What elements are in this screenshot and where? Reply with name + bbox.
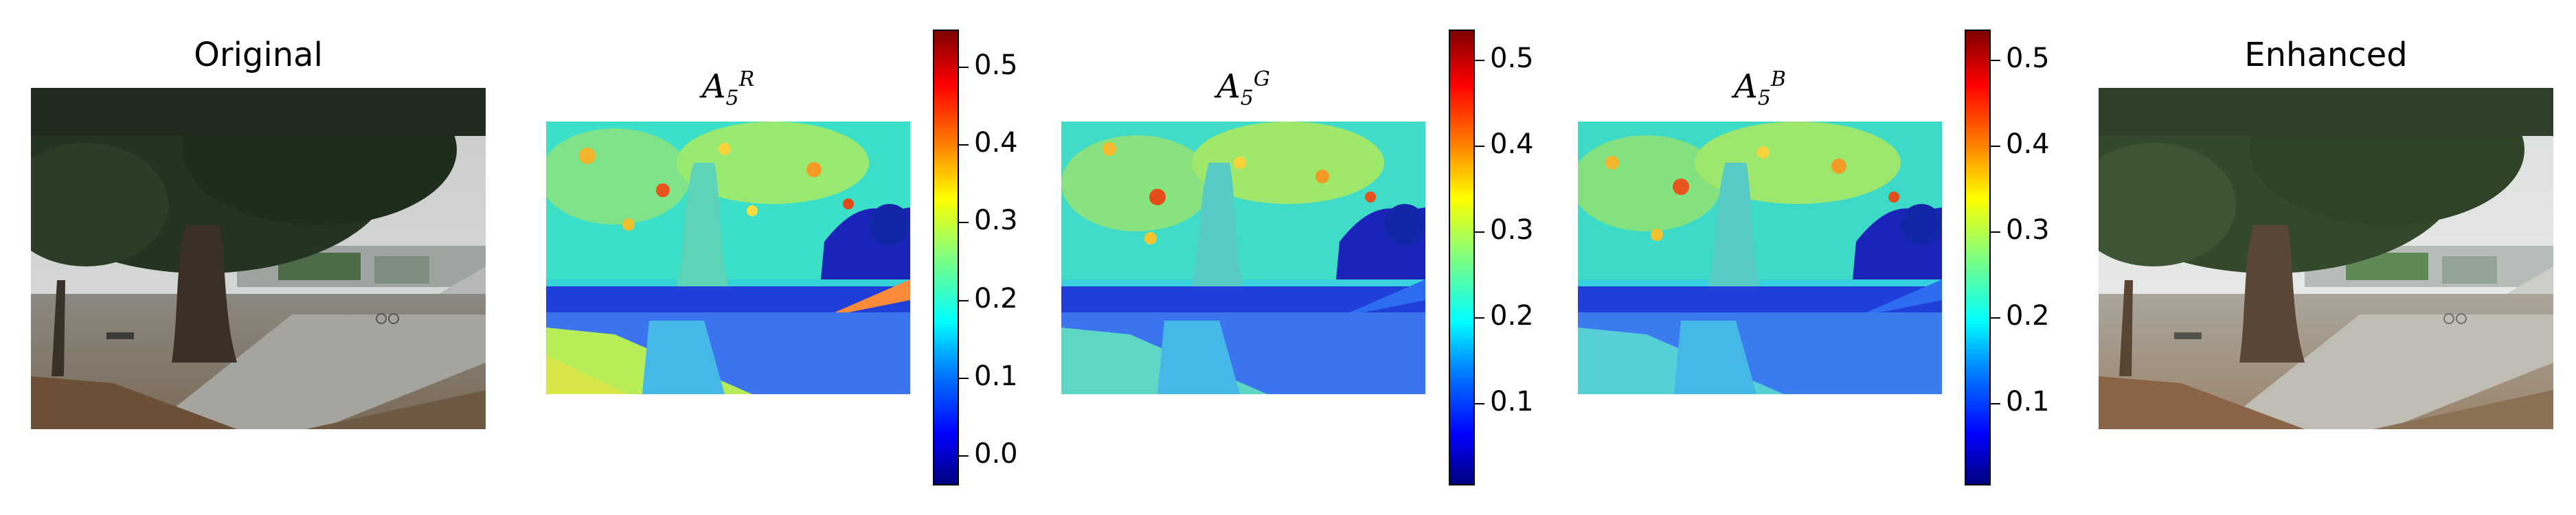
a5b-tick-2 <box>1991 231 2000 233</box>
a5b-tick-3 <box>1991 317 2000 319</box>
a5r-tick-2 <box>959 222 969 223</box>
a5b-tick-1 <box>1991 146 2000 147</box>
a5r-ticklabel-1: 0.4 <box>974 127 1018 159</box>
a5b-ticklabel-3: 0.2 <box>2006 300 2050 332</box>
a5g-subscript: 5 <box>1240 86 1254 111</box>
a5r-tick-1 <box>959 144 969 146</box>
a5b-heatmap <box>1578 122 1942 394</box>
a5r-tick-4 <box>959 378 969 379</box>
a5b-ticklabel-0: 0.5 <box>2006 43 2050 74</box>
a5g-tick-3 <box>1475 317 1484 319</box>
a5g-tick-2 <box>1475 231 1484 233</box>
a5b-tick-4 <box>1991 403 2000 404</box>
a5g-colorbar <box>1449 30 1475 485</box>
a5r-tick-5 <box>959 455 969 457</box>
a5r-tick-0 <box>959 67 969 68</box>
a5r-tick-3 <box>959 300 969 301</box>
a5b-superscript: B <box>1770 67 1786 91</box>
a5r-ticklabel-5: 0.0 <box>974 438 1018 470</box>
original-title: Original <box>194 36 323 74</box>
a5r-heatmap-image <box>546 122 910 394</box>
original-photo <box>31 88 486 429</box>
a5r-ticklabel-2: 0.3 <box>974 205 1018 236</box>
a5g-ticklabel-4: 0.1 <box>1490 386 1534 417</box>
a5r-ticklabel-4: 0.1 <box>974 360 1018 392</box>
a5b-tick-0 <box>1991 60 2000 61</box>
original-photo-image <box>31 88 486 429</box>
enhanced-photo <box>2099 88 2553 429</box>
a5r-symbol: A <box>701 67 726 106</box>
a5b-ticklabel-2: 0.3 <box>2006 214 2050 246</box>
a5b-title: A5B <box>1578 67 1942 108</box>
a5r-subscript: 5 <box>725 86 739 111</box>
a5g-tick-0 <box>1475 60 1484 61</box>
a5b-colorbar <box>1965 30 1991 485</box>
enhanced-photo-image <box>2099 88 2553 429</box>
a5g-ticklabel-3: 0.2 <box>1490 300 1534 332</box>
a5b-symbol: A <box>1734 67 1758 106</box>
a5r-ticklabel-3: 0.2 <box>974 283 1018 314</box>
a5g-ticklabel-0: 0.5 <box>1490 43 1534 74</box>
a5g-tick-1 <box>1475 146 1484 147</box>
enhanced-title: Enhanced <box>2244 36 2408 74</box>
a5g-symbol: A <box>1217 67 1241 106</box>
a5g-tick-4 <box>1475 403 1484 404</box>
a5b-ticklabel-4: 0.1 <box>2006 386 2050 417</box>
a5r-heatmap <box>546 122 910 394</box>
a5g-superscript: G <box>1253 67 1270 91</box>
a5r-title: A5R <box>546 67 910 108</box>
a5g-title: A5G <box>1061 67 1425 108</box>
a5g-heatmap <box>1061 122 1425 394</box>
a5g-heatmap-image <box>1061 122 1425 394</box>
a5r-ticklabel-0: 0.5 <box>974 49 1018 81</box>
a5r-superscript: R <box>738 67 755 91</box>
a5g-ticklabel-2: 0.3 <box>1490 214 1534 246</box>
a5b-ticklabel-1: 0.4 <box>2006 128 2050 160</box>
a5b-subscript: 5 <box>1757 86 1771 111</box>
a5r-colorbar <box>933 30 959 485</box>
a5b-heatmap-image <box>1578 122 1942 394</box>
a5g-ticklabel-1: 0.4 <box>1490 128 1534 160</box>
